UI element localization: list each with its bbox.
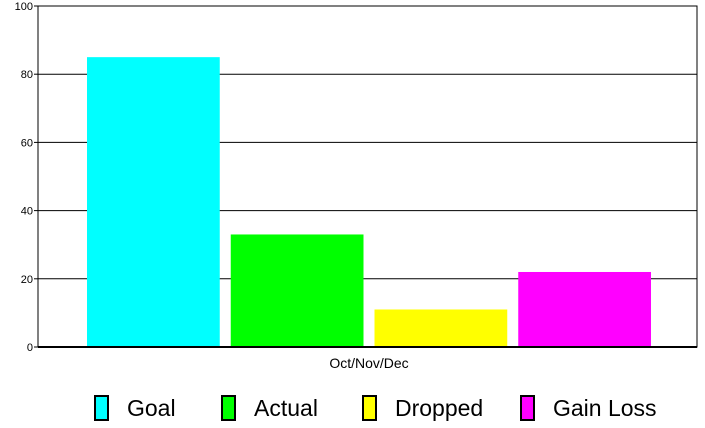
bars: [87, 57, 651, 348]
axes: [34, 5, 698, 348]
y-tick-label: 0: [27, 342, 33, 354]
bar-goal: [87, 57, 220, 348]
y-tick-label: 80: [21, 69, 33, 81]
legend-label-actual: Actual: [254, 395, 318, 421]
legend-label-gain-loss: Gain Loss: [553, 395, 657, 421]
legend-label-dropped: Dropped: [395, 395, 483, 421]
bar-actual: [230, 234, 364, 347]
y-tick-label: 100: [15, 1, 33, 13]
legend-swatch-dropped: [362, 395, 377, 421]
y-tick-labels: 0 20 40 60 80 100: [15, 1, 33, 354]
y-tick-label: 60: [21, 137, 33, 149]
legend-swatch-gain-loss: [520, 395, 535, 421]
legend: Goal Actual Dropped Gain Loss: [94, 395, 657, 421]
y-tick-label: 20: [21, 274, 33, 286]
legend-label-goal: Goal: [127, 395, 176, 421]
legend-swatch-goal: [94, 395, 109, 421]
bar-dropped: [374, 309, 508, 347]
legend-swatch-actual: [221, 395, 236, 421]
bar-gain-loss: [518, 271, 651, 347]
y-tick-label: 40: [21, 206, 33, 218]
x-category-label: Oct/Nov/Dec: [329, 355, 408, 371]
